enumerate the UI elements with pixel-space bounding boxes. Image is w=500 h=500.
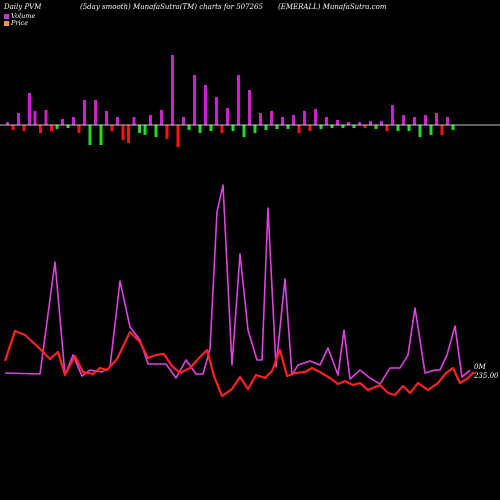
volume-bar <box>88 125 92 145</box>
volume-bar <box>77 125 81 133</box>
legend-volume: Volume <box>4 12 35 20</box>
volume-bar <box>28 93 31 125</box>
volume-bar <box>286 125 290 129</box>
volume-bar <box>264 125 268 130</box>
volume-bar <box>182 117 185 125</box>
volume-bar <box>110 125 114 131</box>
volume-line <box>4 184 471 385</box>
volume-bar <box>336 120 339 125</box>
volume-bar <box>138 125 141 133</box>
volume-bar <box>407 125 411 131</box>
volume-bar <box>358 122 361 125</box>
volume-bar <box>347 122 350 125</box>
volume-bar <box>6 122 9 125</box>
volume-bar <box>402 115 405 125</box>
volume-bar <box>391 105 394 125</box>
volume-bar <box>341 125 345 128</box>
volume-bar <box>413 117 416 125</box>
volume-bar <box>33 111 37 125</box>
volume-bar <box>215 97 218 125</box>
volume-bar <box>17 113 20 125</box>
volume-bar <box>352 125 356 128</box>
volume-bar <box>55 125 59 129</box>
volume-bar <box>44 110 48 125</box>
volume-bar <box>319 125 323 129</box>
volume-bar <box>418 125 422 137</box>
volume-bar <box>160 110 163 125</box>
volume-bar <box>171 55 174 125</box>
volume-bar <box>435 113 438 125</box>
legend-price-label: Price <box>11 19 29 27</box>
volume-bar <box>204 85 207 125</box>
volume-bar <box>220 125 224 133</box>
volume-bar <box>209 125 213 131</box>
volume-bar <box>308 125 312 131</box>
volume-bar <box>50 125 53 131</box>
legend-price: Price <box>4 19 28 27</box>
volume-bar <box>132 117 136 125</box>
volume-bar <box>231 125 235 131</box>
volume-bar <box>165 125 169 139</box>
volume-bar <box>424 115 427 125</box>
volume-bar <box>39 125 42 133</box>
volume-bar <box>325 117 328 125</box>
volume-bar <box>270 111 273 125</box>
volume-bar <box>314 109 317 125</box>
volume-bar <box>198 125 202 133</box>
volume-bar <box>385 125 389 131</box>
volume-bar <box>281 117 284 125</box>
legend-volume-label: Volume <box>11 12 36 20</box>
volume-bar <box>303 111 306 125</box>
volume-bar <box>253 125 257 133</box>
chart-title-center: (5day smooth) MunafaSutra(TM) charts for… <box>80 3 263 11</box>
volume-bar <box>61 119 64 125</box>
price-label-m: 0M <box>474 363 486 371</box>
volume-bar <box>22 125 26 131</box>
volume-bar <box>226 108 229 125</box>
volume-bar <box>143 125 147 135</box>
volume-bar <box>127 125 130 143</box>
volume-bar <box>396 125 400 131</box>
volume-bar <box>363 125 367 128</box>
volume-bar <box>242 125 246 137</box>
volume-bar <box>116 117 119 125</box>
legend-volume-swatch <box>4 13 9 19</box>
price-label-value: 235.00 <box>473 372 499 380</box>
volume-bar <box>193 75 196 125</box>
volume-bar <box>187 125 191 130</box>
volume-bar <box>66 125 70 128</box>
volume-bar <box>237 75 240 125</box>
volume-bar <box>176 125 180 147</box>
volume-bar <box>248 90 251 125</box>
volume-bar <box>374 125 378 129</box>
volume-bar <box>83 100 86 125</box>
volume-bar <box>259 113 262 125</box>
volume-bar <box>275 125 279 129</box>
volume-bar <box>429 125 433 135</box>
volume-bar <box>380 121 383 125</box>
price-line <box>3 329 475 398</box>
volume-bar <box>72 117 75 125</box>
volume-bar <box>121 125 125 140</box>
volume-bar <box>297 125 301 133</box>
volume-bar <box>369 121 372 125</box>
volume-bar <box>451 125 455 130</box>
volume-bar <box>94 100 97 125</box>
volume-bar <box>440 125 444 135</box>
volume-bar <box>330 125 334 128</box>
volume-bar <box>11 125 15 130</box>
chart-title-left: Daily PVM <box>4 3 42 11</box>
legend-price-swatch <box>4 20 9 26</box>
volume-bar <box>149 115 152 125</box>
chart-title-right: (EMERALL) MunafaSutra.com <box>278 3 387 11</box>
volume-bar <box>446 117 449 125</box>
volume-bar <box>154 125 158 137</box>
volume-bar <box>99 125 103 145</box>
volume-bar <box>292 115 295 125</box>
volume-bar <box>105 111 108 125</box>
